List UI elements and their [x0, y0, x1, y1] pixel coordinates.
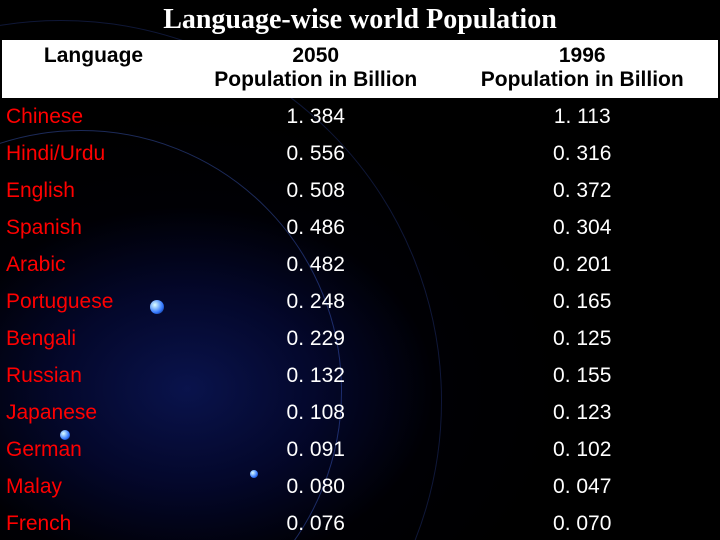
cell-language: Russian [2, 357, 185, 394]
cell-pop-2050: 0. 482 [185, 246, 446, 283]
cell-pop-1996: 0. 123 [446, 394, 718, 431]
table-row: Malay0. 0800. 047 [2, 468, 718, 505]
col-header-2050: 2050 Population in Billion [185, 40, 446, 98]
cell-pop-1996: 0. 070 [446, 505, 718, 534]
cell-language: French [2, 505, 185, 534]
cell-language: Spanish [2, 209, 185, 246]
population-table-container: Language 2050 Population in Billion 1996… [2, 40, 718, 534]
cell-pop-1996: 0. 316 [446, 135, 718, 172]
cell-pop-1996: 0. 372 [446, 172, 718, 209]
cell-language: German [2, 431, 185, 468]
cell-language: English [2, 172, 185, 209]
cell-pop-2050: 0. 248 [185, 283, 446, 320]
cell-pop-1996: 0. 047 [446, 468, 718, 505]
table-row: Bengali0. 2290. 125 [2, 320, 718, 357]
cell-pop-1996: 0. 304 [446, 209, 718, 246]
cell-pop-1996: 0. 102 [446, 431, 718, 468]
cell-pop-2050: 0. 132 [185, 357, 446, 394]
table-header-row: Language 2050 Population in Billion 1996… [2, 40, 718, 98]
col-header-language: Language [2, 40, 185, 98]
cell-language: Japanese [2, 394, 185, 431]
table-row: Arabic0. 4820. 201 [2, 246, 718, 283]
cell-pop-2050: 0. 080 [185, 468, 446, 505]
cell-language: Portuguese [2, 283, 185, 320]
cell-pop-2050: 0. 076 [185, 505, 446, 534]
cell-pop-1996: 0. 201 [446, 246, 718, 283]
cell-pop-2050: 0. 508 [185, 172, 446, 209]
cell-language: Malay [2, 468, 185, 505]
table-row: English0. 5080. 372 [2, 172, 718, 209]
cell-pop-1996: 0. 155 [446, 357, 718, 394]
slide: Language-wise world Population Language … [0, 0, 720, 540]
cell-pop-1996: 1. 113 [446, 98, 718, 135]
table-row: German0. 0910. 102 [2, 431, 718, 468]
cell-pop-2050: 0. 556 [185, 135, 446, 172]
table-row: Japanese0. 1080. 123 [2, 394, 718, 431]
cell-language: Hindi/Urdu [2, 135, 185, 172]
slide-title: Language-wise world Population [0, 4, 720, 36]
cell-language: Chinese [2, 98, 185, 135]
col-header-label: Language [44, 44, 143, 67]
population-table: Language 2050 Population in Billion 1996… [2, 40, 718, 534]
col-header-label: Population in Billion [452, 68, 712, 92]
col-header-label: Population in Billion [191, 68, 440, 92]
table-row: Chinese1. 3841. 113 [2, 98, 718, 135]
table-row: French0. 0760. 070 [2, 505, 718, 534]
table-row: Spanish0. 4860. 304 [2, 209, 718, 246]
col-header-label: 2050 [292, 44, 339, 67]
table-row: Hindi/Urdu0. 5560. 316 [2, 135, 718, 172]
table-row: Russian0. 1320. 155 [2, 357, 718, 394]
table-row: Portuguese0. 2480. 165 [2, 283, 718, 320]
cell-language: Arabic [2, 246, 185, 283]
table-body: Chinese1. 3841. 113Hindi/Urdu0. 5560. 31… [2, 98, 718, 534]
cell-pop-2050: 0. 091 [185, 431, 446, 468]
cell-pop-1996: 0. 165 [446, 283, 718, 320]
col-header-label: 1996 [559, 44, 606, 67]
cell-pop-2050: 0. 229 [185, 320, 446, 357]
cell-pop-2050: 0. 486 [185, 209, 446, 246]
cell-pop-2050: 0. 108 [185, 394, 446, 431]
cell-pop-2050: 1. 384 [185, 98, 446, 135]
cell-language: Bengali [2, 320, 185, 357]
cell-pop-1996: 0. 125 [446, 320, 718, 357]
col-header-1996: 1996 Population in Billion [446, 40, 718, 98]
